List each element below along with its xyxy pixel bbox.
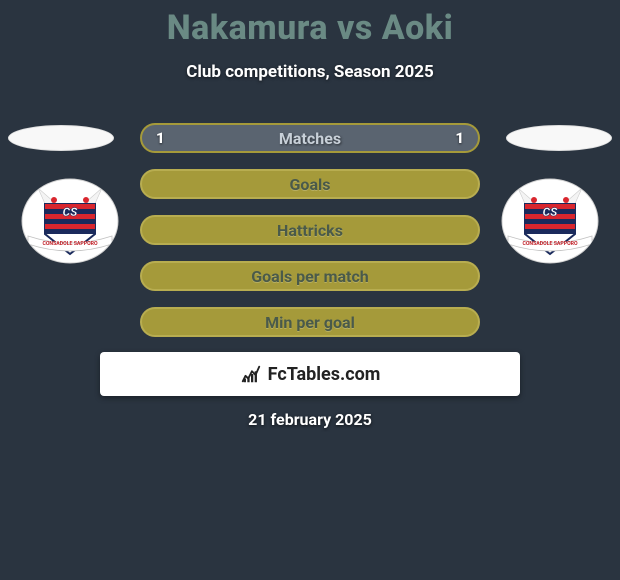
team-badge-right: CS CONSADOLE SAPPORO <box>500 178 600 264</box>
stats-column: 1 Matches 1 Goals Hattricks Goals per ma… <box>140 123 480 353</box>
stat-row-goals-per-match: Goals per match <box>140 261 480 291</box>
stat-value-right: 1 <box>455 129 464 147</box>
stat-label: Matches <box>279 129 341 148</box>
svg-text:CONSADOLE SAPPORO: CONSADOLE SAPPORO <box>42 241 98 247</box>
stat-label: Goals per match <box>251 267 369 286</box>
season-subtitle: Club competitions, Season 2025 <box>0 62 620 82</box>
bar-chart-icon <box>240 363 262 385</box>
team-badge-left: CS CONSADOLE SAPPORO <box>20 178 120 264</box>
shield-icon: CS CONSADOLE SAPPORO <box>500 178 600 264</box>
branding-text: FcTables.com <box>268 364 381 385</box>
branding-box[interactable]: FcTables.com <box>100 352 520 396</box>
stat-row-min-per-goal: Min per goal <box>140 307 480 337</box>
stat-row-hattricks: Hattricks <box>140 215 480 245</box>
svg-text:CONSADOLE SAPPORO: CONSADOLE SAPPORO <box>522 241 578 247</box>
shield-icon: CS CONSADOLE SAPPORO <box>20 178 120 264</box>
footer-date: 21 february 2025 <box>0 410 620 429</box>
player-avatar-left <box>8 125 114 151</box>
stat-label: Min per goal <box>265 313 355 332</box>
svg-text:CS: CS <box>543 205 559 219</box>
stat-value-left: 1 <box>156 129 165 147</box>
stat-row-goals: Goals <box>140 169 480 199</box>
stat-label: Hattricks <box>277 221 343 240</box>
stat-label: Goals <box>290 175 331 194</box>
stat-row-matches: 1 Matches 1 <box>140 123 480 153</box>
player-avatar-right <box>506 125 612 151</box>
page-title: Nakamura vs Aoki <box>0 0 620 48</box>
svg-text:CS: CS <box>63 205 79 219</box>
